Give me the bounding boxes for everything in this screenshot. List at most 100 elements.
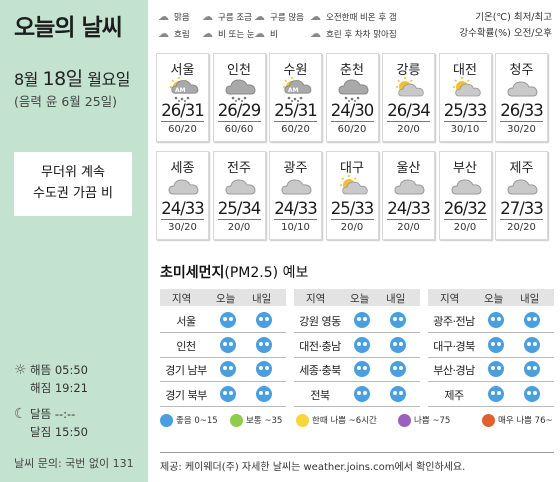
date-day: 18일 <box>42 68 84 90</box>
city-rain-prob: 60/20 <box>281 124 310 135</box>
pm-header-cell: 오늘 <box>350 293 370 305</box>
pm-good-icon <box>256 361 272 377</box>
pm-level-icon <box>482 414 495 427</box>
city-temp: 24/30 <box>330 101 375 120</box>
rain-icon <box>224 76 258 102</box>
sun-icon: ☼ <box>14 362 27 378</box>
rain-unit-label: 강수확률(%) 오전/오후 <box>459 28 552 39</box>
pm-good-icon <box>354 361 370 377</box>
city-name: 울산 <box>396 161 421 176</box>
city-card: 청주 26/33 30/20 <box>495 53 548 142</box>
cloudy-icon <box>506 76 540 100</box>
pm-region: 대전·충남 <box>299 339 341 353</box>
svg-text:AM: AM <box>175 87 186 94</box>
divider <box>387 121 430 122</box>
pm-good-icon <box>354 336 370 353</box>
pm-good-icon <box>390 336 406 353</box>
divider <box>217 219 261 220</box>
pm-region: 인천 <box>176 339 196 353</box>
overcast-icon: ☁ <box>158 27 169 40</box>
city-name: 제주 <box>509 161 534 176</box>
pm-legend-label: 좋음 0~15 <box>176 416 218 426</box>
city-name: 전주 <box>227 161 251 176</box>
city-rain-prob: 20/0 <box>340 222 364 233</box>
legend-label: 구름 조금 <box>218 13 252 23</box>
legend-label: 비 <box>270 30 278 40</box>
contact-info: 날씨 문의: 국번 없이 131 <box>14 457 134 470</box>
cloudy-icon <box>393 174 427 198</box>
city-temp: 26/33 <box>500 101 544 120</box>
city-rain-prob: 10/10 <box>281 222 310 233</box>
sun-icon: ☁ <box>158 10 169 23</box>
rain-icon <box>337 76 371 102</box>
pm-row: 부산·경남 <box>428 357 554 382</box>
pm-row: 인천 <box>160 333 286 358</box>
pm-good-icon <box>524 336 540 353</box>
pm-legend-label: 보통 ~35 <box>246 416 283 426</box>
date-weekday: 월요일 <box>87 70 130 89</box>
pm-good-icon <box>220 336 236 353</box>
pm-header: 지역 오늘 내일 <box>160 289 286 306</box>
partly-cloudy-icon <box>450 76 484 100</box>
rain-icon: ☁ <box>254 27 265 40</box>
city-card: 대전 25/33 30/10 <box>438 53 492 142</box>
legend-label: 오전한때 비온 후 갬 <box>326 13 397 23</box>
city-rain-prob: 60/20 <box>168 124 197 135</box>
divider <box>387 219 430 220</box>
pm-region: 부산·경남 <box>433 364 475 377</box>
city-card: 인천 26/29 60/60 <box>212 53 266 142</box>
pm-region: 경기 남부 <box>165 364 207 377</box>
city-name: 수원 <box>283 63 308 78</box>
pm-row: 경기 남부 <box>160 357 286 382</box>
pm-legend-item: 나쁨 ~75 <box>398 414 450 427</box>
pm-region: 서울 <box>176 315 196 328</box>
legend-item: ☁ 비 <box>254 27 278 40</box>
divider <box>443 219 487 220</box>
pm-good-icon <box>390 385 406 402</box>
pm-level-icon <box>296 414 309 427</box>
city-temp: 24/33 <box>387 199 431 218</box>
legend-label: 흐림 <box>174 30 190 40</box>
pm-good-icon <box>488 361 504 377</box>
city-name: 대전 <box>453 63 477 78</box>
city-name: 대구 <box>340 161 364 176</box>
pm-row: 강원 영동 <box>294 308 420 333</box>
moonrise-row: ☾ 달뜸 --:-- <box>14 406 76 422</box>
pm-region: 세종·충북 <box>299 364 341 377</box>
city-name: 강릉 <box>396 63 421 78</box>
rain-or-snow-icon: ☁ <box>202 27 213 40</box>
pm-region: 제주 <box>444 388 464 402</box>
pm-good-icon <box>488 385 504 402</box>
pm-row: 제주 <box>428 382 554 407</box>
cloudy-icon: ☁ <box>254 10 265 23</box>
note-line: 수도권 가끔 비 <box>32 186 114 201</box>
pm-good-icon <box>220 312 236 328</box>
pm-header-cell: 내일 <box>252 293 272 305</box>
pm-header-cell: 내일 <box>386 293 406 305</box>
city-name: 부산 <box>453 161 477 176</box>
city-card: 울산 24/33 20/0 <box>382 151 435 240</box>
headline-note: 무더위 계속 수도권 가끔 비 <box>14 152 132 216</box>
svg-text:AM: AM <box>288 87 299 94</box>
pm-header-cell: 내일 <box>520 293 540 305</box>
footer-credit: 제공: 케이웨더(주) 자세한 날씨는 weather.joins.com에서 … <box>160 452 554 473</box>
pm-title: 초미세먼지(PM2.5) 예보 <box>160 265 309 281</box>
city-rain-prob: 30/20 <box>507 124 536 135</box>
pm-good-icon <box>390 361 406 377</box>
pm-legend-label: 매우 나쁨 76~ <box>498 416 553 426</box>
pm-header: 지역 오늘 내일 <box>294 289 420 306</box>
pm-row: 세종·충북 <box>294 357 420 382</box>
cloudy-icon <box>224 174 258 198</box>
city-temp: 25/33 <box>330 199 375 218</box>
divider <box>161 219 204 220</box>
pm-good-icon <box>488 336 504 353</box>
legend-label: 맑음 <box>174 13 190 23</box>
cloudy-icon <box>450 174 484 198</box>
partly-cloudy-icon <box>337 174 371 198</box>
pm-good-icon <box>220 361 236 377</box>
pm-good-icon <box>220 385 236 402</box>
pm-good-icon <box>256 336 272 353</box>
city-name: 인천 <box>227 63 251 78</box>
date-line: 8월 18일 월요일 <box>14 64 130 91</box>
